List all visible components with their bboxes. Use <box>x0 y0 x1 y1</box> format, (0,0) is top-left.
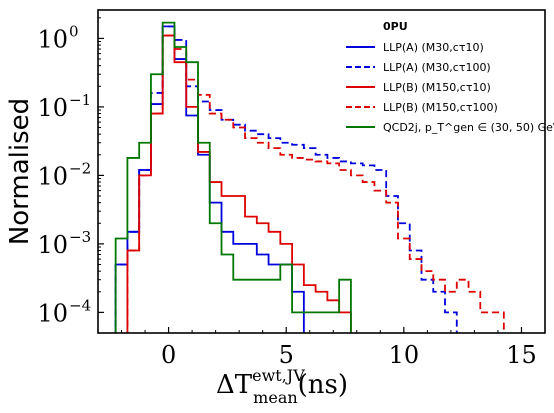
y-tick-label: 10 <box>37 231 68 259</box>
legend-label: LLP(A) (M30,cτ10) <box>383 41 484 54</box>
x-tick-label: 10 <box>389 341 420 369</box>
x-axis-symbol: ΔT <box>216 370 253 400</box>
y-tick-label: 10 <box>37 25 68 53</box>
y-tick-base: 10 <box>37 162 68 190</box>
y-tick-base: 10 <box>37 231 68 259</box>
y-axis-title: Normalised <box>5 98 35 245</box>
y-tick-label: 10 <box>37 299 68 327</box>
legend-label: LLP(B) (M150,cτ10) <box>383 81 491 94</box>
x-axis-title: ΔTewt,JV mean(ns) <box>216 366 348 407</box>
legend-label: LLP(A) (M30,cτ100) <box>383 61 491 74</box>
x-axis-unit: (ns) <box>298 370 348 400</box>
x-tick-label: 0 <box>161 341 176 369</box>
y-tick-label: 10 <box>37 94 68 122</box>
legend: 0PU LLP(A) (M30,cτ10) LLP(A) (M30,cτ100) L… <box>346 20 554 134</box>
legend-label: QCD2j, p_T^gen ∈ (30, 50) GeV <box>383 121 554 134</box>
y-tick-exponent: −1 <box>69 91 91 109</box>
y-tick-base: 10 <box>37 94 68 122</box>
y-tick-base: 10 <box>37 299 68 327</box>
y-tick-exponent: −3 <box>69 228 91 246</box>
series-line-3 <box>126 34 352 333</box>
series-layer <box>114 21 505 333</box>
legend-title: 0PU <box>383 20 408 33</box>
legend-label: LLP(B) (M150,cτ100) <box>383 101 498 114</box>
x-axis-subscript: mean <box>253 388 297 407</box>
y-tick-base: 10 <box>37 25 68 53</box>
y-tick-exponent: −2 <box>69 159 91 177</box>
plot-frame <box>97 9 546 334</box>
y-tick-exponent: 0 <box>69 22 79 40</box>
y-tick-exponent: −4 <box>69 296 91 314</box>
y-tick-label: 10 <box>37 162 68 190</box>
series-line-2 <box>114 25 458 333</box>
series-line-5 <box>114 21 352 333</box>
x-tick-label: 5 <box>279 341 294 369</box>
x-tick-label: 15 <box>506 341 537 369</box>
x-axis-superscript: ewt,JV <box>252 366 305 385</box>
